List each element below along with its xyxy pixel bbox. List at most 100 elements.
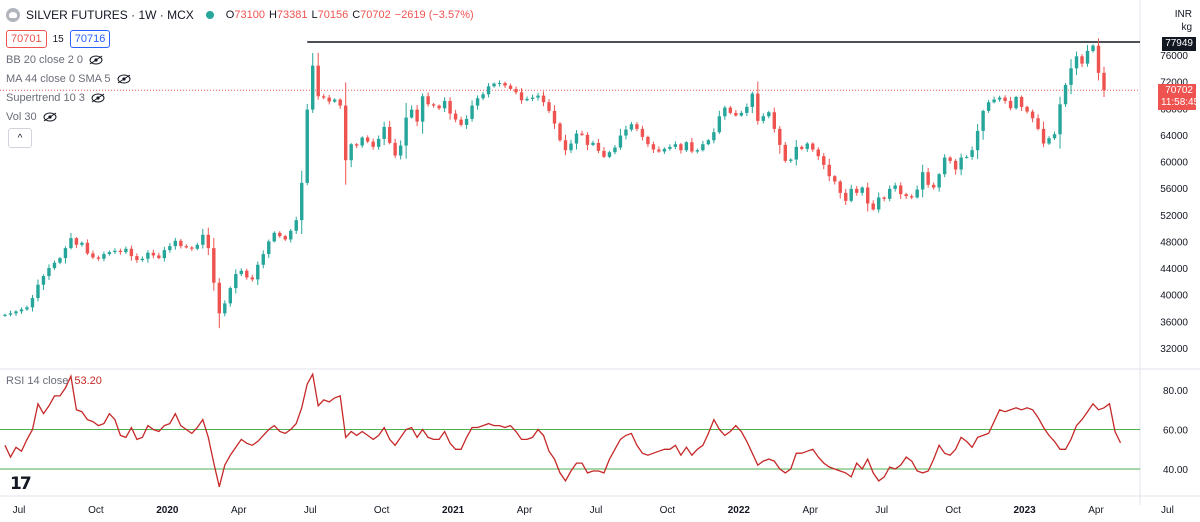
time-tick-label: Oct [945,505,961,516]
candle [1025,106,1029,112]
candle [212,248,216,283]
candle [30,298,35,308]
candle [975,130,980,151]
candle [915,189,919,198]
candle [332,99,337,102]
candle [41,276,46,285]
candle [811,143,815,150]
rsi-tick-label: 60.00 [1163,426,1188,437]
indicator-legend-ma[interactable]: MA 44 close 0 SMA 5 [6,73,131,85]
candle [734,112,738,116]
candle [426,96,430,105]
candle [931,184,936,188]
indicator-legend-bb[interactable]: BB 20 close 2 0 [6,54,103,66]
candle [772,112,777,129]
candle [415,109,419,122]
candle [398,145,403,156]
candle [481,94,485,99]
candle [953,160,958,170]
candle [613,147,617,153]
market-open-dot-icon [205,11,214,19]
candle [882,197,886,199]
sell-price-box[interactable]: 70701 [6,30,47,48]
candle [679,144,683,151]
chart-title-row: SILVER FUTURES · 1W · MCX O73100 H73381 … [6,8,474,22]
time-tick-label: Jul [13,505,26,516]
indicator-legend-supertrend[interactable]: Supertrend 10 3 [6,92,105,104]
candle [1085,50,1090,64]
candle [8,313,13,315]
candle [179,240,183,247]
unit-label[interactable]: kg [1181,22,1192,33]
price-tick-label: 60000 [1160,158,1188,169]
candle [250,277,254,280]
candle [234,274,238,289]
eye-hidden-icon[interactable] [91,93,105,103]
candle [289,230,293,240]
candle [349,144,353,161]
silver-logo-icon [6,8,20,22]
axis-unit-selector[interactable]: INR kg [1175,8,1192,34]
candle [85,242,90,254]
eye-hidden-icon[interactable] [43,112,57,122]
candle [508,85,513,89]
candle [1030,111,1035,119]
candle [580,133,584,135]
candle [305,109,309,183]
candle [690,142,694,152]
candle [157,255,161,259]
indicator-legend-vol[interactable]: Vol 30 [6,111,57,123]
currency-label[interactable]: INR [1174,9,1192,20]
candle [898,185,903,195]
price-tick-label: 72000 [1160,78,1188,89]
candle [651,144,656,150]
last-price-tag: 70702 11:58:45 [1158,84,1199,110]
candle [552,110,557,124]
ohlc-values: O73100 H73381 L70156 C70702 −2619 (−3.57… [225,9,474,21]
candle [673,144,678,147]
candle [887,188,892,199]
candle [822,156,826,165]
candle [959,157,963,170]
candle [838,181,842,193]
time-tick-label: Oct [660,505,676,516]
candle [629,124,634,130]
candle [223,303,227,314]
candle [800,146,804,149]
candle [530,97,535,99]
candle [278,232,282,237]
candle [228,288,232,304]
candle [80,242,84,245]
candle [272,232,276,242]
candle [365,137,370,142]
candle [448,100,452,114]
tradingview-logo[interactable]: 17 [10,474,32,494]
candle [662,148,667,152]
collapse-legend-button[interactable]: ^ [8,128,32,148]
candle [833,176,837,182]
candle [783,144,787,161]
eye-hidden-icon[interactable] [89,55,103,65]
candle [135,256,139,261]
candle [855,188,859,193]
candle [596,142,601,151]
eye-hidden-icon[interactable] [117,74,131,84]
buy-price-box[interactable]: 70716 [69,30,111,48]
candle [503,82,507,86]
low-value: 70156 [317,9,349,21]
rsi-legend[interactable]: RSI 14 close 53.20 [6,375,102,387]
candle [1036,118,1040,129]
candle [794,146,798,160]
candle [267,241,271,255]
candle [1041,128,1046,144]
candle [1074,56,1079,69]
time-tick-label: Jul [304,505,317,516]
candle [52,262,57,269]
candle [657,149,661,152]
candle [129,248,134,257]
indicator-label: Vol 30 [6,111,37,123]
symbol-title[interactable]: SILVER FUTURES · 1W · MCX [26,8,194,22]
candle [382,126,386,139]
price-tick-label: 36000 [1160,317,1188,328]
